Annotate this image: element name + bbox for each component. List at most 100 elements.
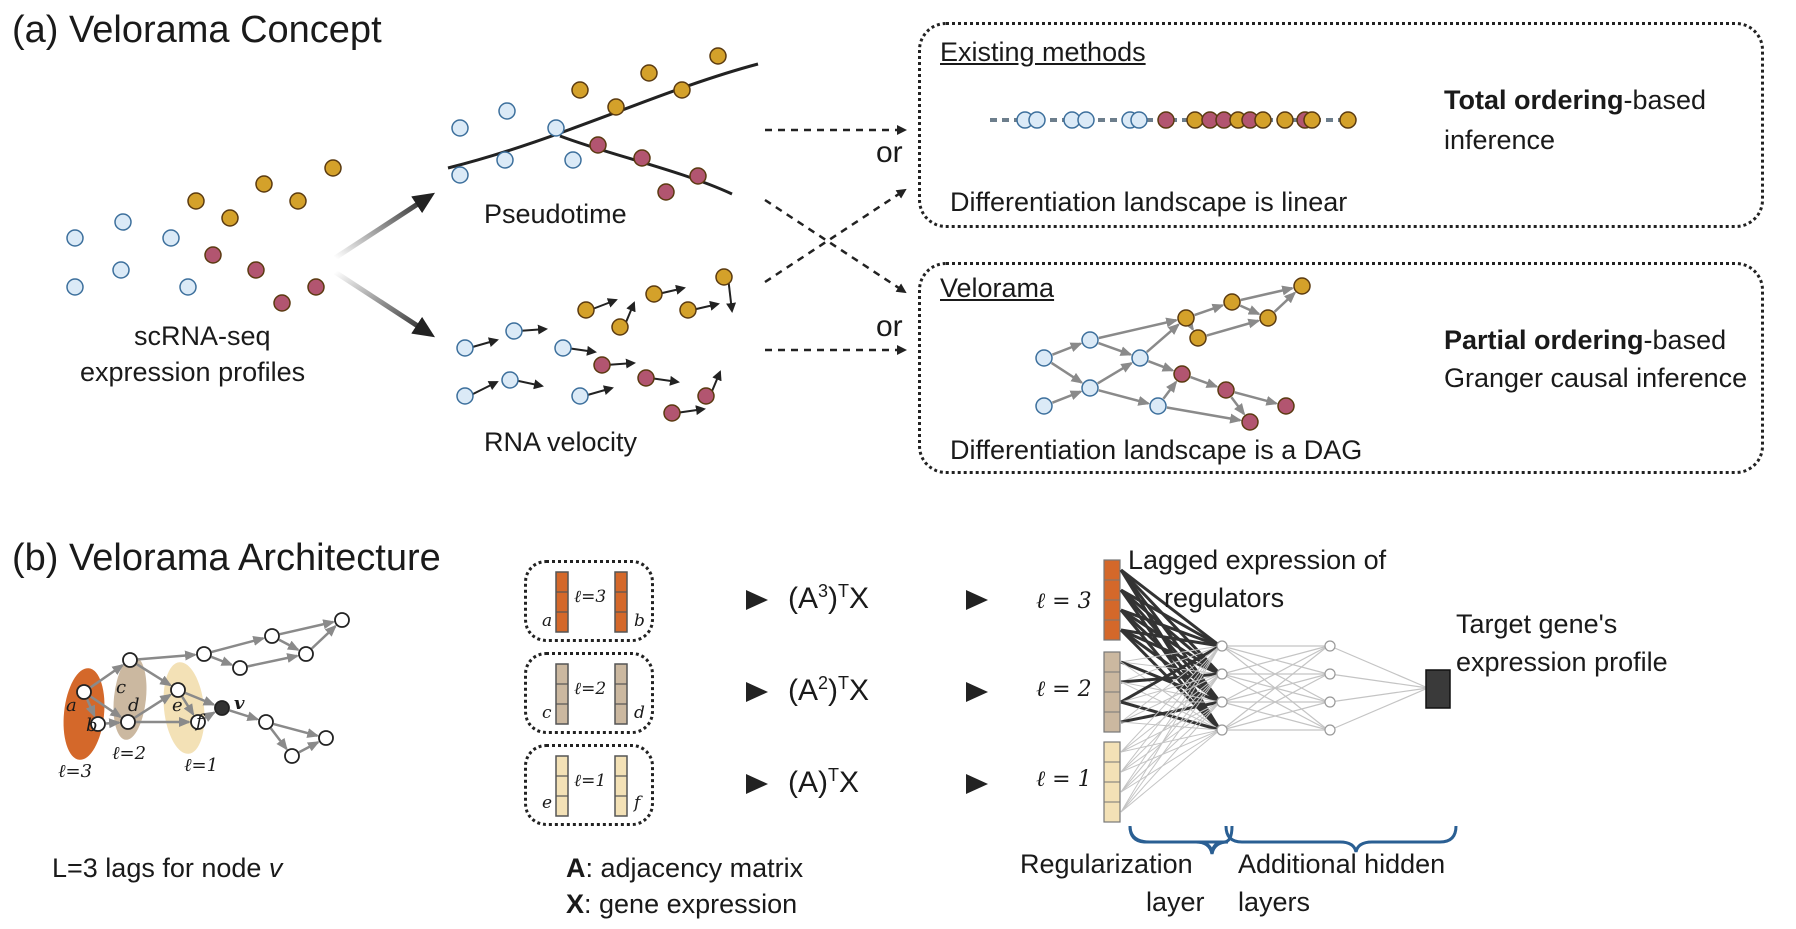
nn-edge-in-2-0 [1120,608,1221,648]
lag-graph-edge-2 [105,718,122,729]
nn-edge-in-10-2 [1120,701,1221,793]
dag-edge-17 [1162,380,1178,400]
dag-edge-3 [1051,390,1083,404]
pill2-right-label: d [634,703,645,723]
nn-edge-in-0-3 [1119,569,1222,731]
pseudotime-cell-blue-0 [451,119,469,137]
graph-node-label-b: b [86,715,98,736]
nn-edge-in-8-0 [1120,645,1221,753]
lags-caption-prefix: L=3 lags for node [52,853,269,883]
pill3-left-label: a [542,611,553,631]
linear-cell-16 [1339,111,1357,129]
scrna-cell-blue-4 [112,261,130,279]
target-gene-line2: expression profile [1456,647,1668,677]
dag-edge-1 [1098,341,1133,356]
nn-edge-in-0-2 [1119,569,1222,703]
scrna-cell-blue-2 [162,229,180,247]
formula2-power: 2 [818,673,829,693]
velocity-cell-9 [679,301,697,319]
nn-edge-in-4-0 [1120,645,1221,663]
nn-edge-in-3-0 [1120,628,1221,648]
legend-adjacency: A: adjacency matrix [566,853,803,884]
lagged-expression-line2: regulators [1164,583,1285,613]
lag-matrix-pill-1 [524,744,654,826]
lag-graph-edge-16 [229,709,260,722]
lag-matrix-pill-3 [524,560,654,642]
nn-edge-in-4-3 [1120,661,1221,731]
lag1-ellipse [163,662,205,754]
dag-edge-15 [1234,391,1279,406]
nn-edge-out-3 [1329,687,1429,731]
nn-edge-in-9-1 [1120,673,1221,773]
regularization-brace-right [1210,825,1234,853]
nn-edge-in-6-3 [1120,700,1221,732]
or-label-top: or [876,136,903,169]
nn-lag1-label: ℓ = 1 [1036,767,1092,792]
regularization-line2: layer [1146,887,1205,917]
lag-graph-node-g4 [232,660,248,676]
regularization-line1: Regularization [1020,849,1193,879]
panel-a-title: (a) Velorama Concept [12,9,382,51]
nn-edge-in-8-2 [1120,701,1221,753]
nn-edge-out-0 [1329,645,1429,689]
scrna-cell-gold-2 [255,175,273,193]
nn-edge-hid-3-1 [1221,673,1329,731]
nn-edge-in-5-0 [1120,645,1221,683]
lagged-expression-line1: Lagged expression of [1128,545,1387,575]
scrna-cell-gold-4 [324,159,342,177]
nn-edge-in-5-1 [1120,672,1221,684]
nn-edge-in-7-0 [1120,645,1221,723]
velocity-cell-7 [611,318,629,336]
lag3-ellipse [63,668,105,760]
nn-output-node [1425,669,1451,709]
existing-methods-box [918,22,1764,228]
scrna-label-line1: scRNA-seq [134,321,271,351]
graph-lag-label-2: ℓ=2 [112,743,147,764]
pseudotime-cell-blue-3 [451,166,469,184]
dag-node-r4 [1277,397,1295,415]
total-ordering-desc: Total ordering-based [1444,85,1706,116]
graph-lag-label-3: ℓ=3 [58,761,93,782]
scrna-cell-gold-0 [187,192,205,210]
lag-graph-node-d [120,714,136,730]
dag-edge-5 [1098,389,1151,406]
linear-cell-12 [1254,111,1272,129]
velocity-cell-11 [593,356,611,374]
pseudotime-trunk-branch [447,62,759,170]
formula2-x: X [849,674,870,707]
hidden-layers-line2: layers [1238,887,1311,917]
lag-graph-edge-3 [136,663,173,687]
nn-hidden2-node-3 [1324,724,1336,736]
scrna-cell-maroon-1 [247,261,265,279]
scrna-cell-blue-1 [114,213,132,231]
lag-graph-edge-9 [184,691,216,706]
lag-graph-node-h1 [258,714,274,730]
formula-lag2: (A2)TX [788,673,870,707]
partial-ordering-suffix: -based [1643,325,1727,355]
nn-hidden2-node-0 [1324,640,1336,652]
pseudotime-cell-blue-5 [564,151,582,169]
nn-edge-out-1 [1329,673,1429,689]
lag-graph-edge-7 [181,696,195,717]
nn-edge-in-6-0 [1120,644,1221,704]
scrna-cell-maroon-3 [307,278,325,296]
formula2-transpose: T [838,673,850,693]
nn-lag2-label: ℓ = 2 [1036,677,1092,702]
dag-node-g4 [1293,277,1311,295]
linear-cell-6 [1157,111,1175,129]
nn-edge-in-10-0 [1120,645,1221,793]
lag-graph-edge-13 [247,653,300,668]
nn-edge-in-8-3 [1120,729,1221,753]
legend-expression: X: gene expression [566,889,797,920]
linear-cell-3 [1077,111,1095,129]
velocity-cell-2 [554,339,572,357]
pill3-bar-right [614,571,628,633]
nn-edge-in-11-3 [1120,729,1221,813]
total-ordering-desc-line2: inference [1444,125,1556,155]
pseudotime-cell-maroon-1 [633,149,651,167]
pseudotime-cell-maroon-0 [589,136,607,154]
velocity-arrow-3 [468,381,499,397]
lag-graph-edge-19 [298,741,320,754]
lag-graph-edge-0 [89,663,125,689]
pseudotime-cell-gold-2 [640,64,658,82]
